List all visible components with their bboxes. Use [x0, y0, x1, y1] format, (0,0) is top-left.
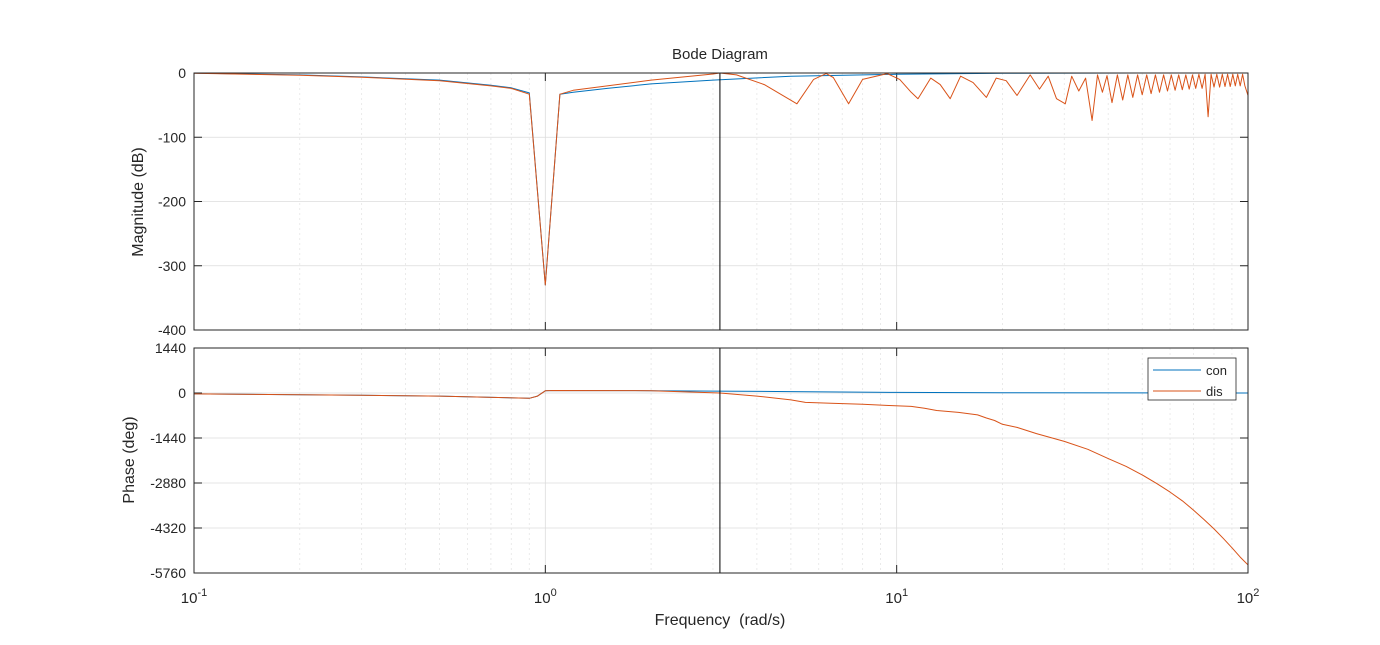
- x-tick-label: 100: [534, 587, 557, 607]
- phase-series-dis: [194, 390, 1248, 566]
- x-tick-label: 102: [1237, 587, 1260, 607]
- phase-y-axis-label: Phase (deg): [121, 416, 138, 503]
- magnitude-series: [194, 73, 1248, 286]
- phase-y-tick-label: -2880: [150, 475, 186, 491]
- legend: con dis: [1147, 357, 1237, 401]
- phase-y-tick-labels: 1440 0 -1440 -2880 -4320 -5760: [150, 340, 186, 581]
- magnitude-y-tick-labels: 0 -100 -200 -300 -400: [158, 65, 186, 338]
- phase-y-tick-label: 0: [178, 385, 186, 401]
- magnitude-y-tick-label: -100: [158, 129, 186, 145]
- magnitude-y-tick-label: -300: [158, 258, 186, 274]
- magnitude-series-con: [194, 73, 1248, 286]
- magnitude-y-tick-label: -400: [158, 322, 186, 338]
- legend-box: [1147, 357, 1237, 401]
- magnitude-y-axis-label: Magnitude (dB): [130, 147, 147, 256]
- magnitude-y-tick-label: 0: [178, 65, 186, 81]
- chart-title: Bode Diagram: [672, 46, 768, 63]
- magnitude-axes-box: [193, 72, 1249, 331]
- legend-label-dis: dis: [1206, 384, 1223, 399]
- phase-axes-box: [193, 347, 1249, 574]
- x-tick-labels: 10-1 100 101 102: [181, 587, 1260, 607]
- magnitude-series-dis: [194, 73, 1248, 286]
- phase-y-tick-label: -1440: [150, 430, 186, 446]
- x-axis-label: Frequency (rad/s): [655, 612, 786, 629]
- x-tick-label: 101: [885, 587, 908, 607]
- x-tick-label: 10-1: [181, 587, 207, 607]
- phase-y-tick-label: 1440: [155, 340, 186, 356]
- phase-y-tick-label: -5760: [150, 565, 186, 581]
- phase-y-tick-label: -4320: [150, 520, 186, 536]
- magnitude-y-tick-label: -200: [158, 194, 186, 210]
- phase-series: [194, 390, 1248, 566]
- legend-label-con: con: [1206, 363, 1227, 378]
